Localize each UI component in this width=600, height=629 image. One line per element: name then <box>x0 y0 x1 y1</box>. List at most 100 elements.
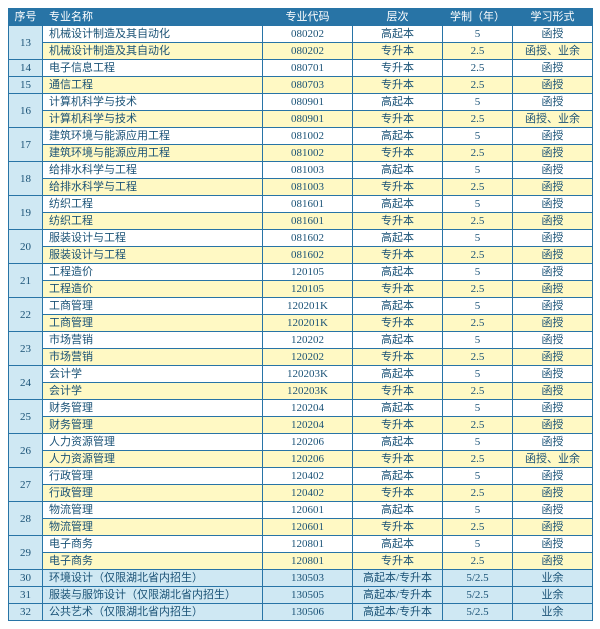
table-row: 19纺织工程081601高起本5函授 <box>9 196 593 213</box>
cell-index: 14 <box>9 60 43 77</box>
cell-index: 27 <box>9 468 43 502</box>
table-row: 14电子信息工程080701专升本2.5函授 <box>9 60 593 77</box>
cell-mode: 函授 <box>513 60 593 77</box>
cell-code: 120206 <box>263 434 353 451</box>
table-row: 31服装与服饰设计（仅限湖北省内招生）130505高起本/专升本5/2.5业余 <box>9 587 593 604</box>
cell-name: 财务管理 <box>43 400 263 417</box>
cell-level: 专升本 <box>353 451 443 468</box>
cell-level: 高起本 <box>353 400 443 417</box>
table-row: 计算机科学与技术080901专升本2.5函授、业余 <box>9 111 593 128</box>
cell-duration: 2.5 <box>443 43 513 60</box>
cell-code: 120202 <box>263 349 353 366</box>
cell-duration: 2.5 <box>443 145 513 162</box>
cell-duration: 2.5 <box>443 77 513 94</box>
cell-name: 工程造价 <box>43 281 263 298</box>
cell-duration: 5/2.5 <box>443 587 513 604</box>
cell-level: 专升本 <box>353 111 443 128</box>
table-row: 32公共艺术（仅限湖北省内招生）130506高起本/专升本5/2.5业余 <box>9 604 593 621</box>
table-row: 17建筑环境与能源应用工程081002高起本5函授 <box>9 128 593 145</box>
col-header-code: 专业代码 <box>263 9 353 26</box>
table-row: 建筑环境与能源应用工程081002专升本2.5函授 <box>9 145 593 162</box>
cell-level: 专升本 <box>353 349 443 366</box>
table-row: 25财务管理120204高起本5函授 <box>9 400 593 417</box>
cell-code: 120203K <box>263 383 353 400</box>
cell-code: 081601 <box>263 196 353 213</box>
cell-name: 会计学 <box>43 366 263 383</box>
cell-level: 高起本 <box>353 366 443 383</box>
cell-mode: 业余 <box>513 587 593 604</box>
cell-name: 物流管理 <box>43 519 263 536</box>
cell-index: 21 <box>9 264 43 298</box>
cell-level: 高起本 <box>353 94 443 111</box>
cell-mode: 函授 <box>513 400 593 417</box>
cell-mode: 函授 <box>513 230 593 247</box>
cell-level: 专升本 <box>353 281 443 298</box>
cell-mode: 函授 <box>513 417 593 434</box>
cell-name: 工商管理 <box>43 298 263 315</box>
cell-index: 24 <box>9 366 43 400</box>
cell-duration: 5 <box>443 264 513 281</box>
cell-duration: 5/2.5 <box>443 604 513 621</box>
cell-name: 电子商务 <box>43 536 263 553</box>
cell-duration: 5 <box>443 128 513 145</box>
col-header-name: 专业名称 <box>43 9 263 26</box>
cell-mode: 函授 <box>513 213 593 230</box>
table-row: 给排水科学与工程081003专升本2.5函授 <box>9 179 593 196</box>
cell-code: 120201K <box>263 315 353 332</box>
cell-name: 服装设计与工程 <box>43 247 263 264</box>
cell-duration: 2.5 <box>443 417 513 434</box>
cell-name: 人力资源管理 <box>43 434 263 451</box>
cell-mode: 函授 <box>513 264 593 281</box>
cell-code: 120601 <box>263 519 353 536</box>
cell-duration: 2.5 <box>443 553 513 570</box>
cell-code: 120105 <box>263 281 353 298</box>
cell-level: 高起本 <box>353 536 443 553</box>
cell-name: 财务管理 <box>43 417 263 434</box>
table-row: 物流管理120601专升本2.5函授 <box>9 519 593 536</box>
cell-name: 市场营销 <box>43 332 263 349</box>
table-row: 工商管理120201K专升本2.5函授 <box>9 315 593 332</box>
cell-mode: 函授 <box>513 281 593 298</box>
cell-mode: 函授 <box>513 77 593 94</box>
cell-name: 市场营销 <box>43 349 263 366</box>
table-row: 27行政管理120402高起本5函授 <box>9 468 593 485</box>
cell-mode: 函授 <box>513 196 593 213</box>
cell-duration: 5 <box>443 298 513 315</box>
cell-mode: 函授 <box>513 332 593 349</box>
cell-duration: 5 <box>443 536 513 553</box>
cell-code: 080703 <box>263 77 353 94</box>
col-header-mode: 学习形式 <box>513 9 593 26</box>
cell-mode: 函授、业余 <box>513 451 593 468</box>
cell-code: 081602 <box>263 230 353 247</box>
table-row: 26人力资源管理120206高起本5函授 <box>9 434 593 451</box>
table-row: 15通信工程080703专升本2.5函授 <box>9 77 593 94</box>
cell-level: 专升本 <box>353 553 443 570</box>
cell-name: 服装与服饰设计（仅限湖北省内招生） <box>43 587 263 604</box>
cell-name: 电子信息工程 <box>43 60 263 77</box>
cell-code: 120402 <box>263 485 353 502</box>
table-body: 13机械设计制造及其自动化080202高起本5函授机械设计制造及其自动化0802… <box>9 26 593 621</box>
table-row: 行政管理120402专升本2.5函授 <box>9 485 593 502</box>
cell-index: 29 <box>9 536 43 570</box>
cell-index: 25 <box>9 400 43 434</box>
cell-code: 081601 <box>263 213 353 230</box>
cell-duration: 5 <box>443 400 513 417</box>
cell-mode: 函授 <box>513 145 593 162</box>
cell-mode: 函授 <box>513 366 593 383</box>
cell-duration: 2.5 <box>443 349 513 366</box>
cell-mode: 函授 <box>513 315 593 332</box>
cell-index: 30 <box>9 570 43 587</box>
cell-code: 120204 <box>263 400 353 417</box>
cell-code: 120204 <box>263 417 353 434</box>
cell-index: 17 <box>9 128 43 162</box>
cell-mode: 函授 <box>513 468 593 485</box>
cell-duration: 5 <box>443 26 513 43</box>
cell-code: 081003 <box>263 162 353 179</box>
cell-index: 31 <box>9 587 43 604</box>
table-row: 16计算机科学与技术080901高起本5函授 <box>9 94 593 111</box>
table-row: 20服装设计与工程081602高起本5函授 <box>9 230 593 247</box>
cell-index: 22 <box>9 298 43 332</box>
table-row: 工程造价120105专升本2.5函授 <box>9 281 593 298</box>
cell-code: 081002 <box>263 128 353 145</box>
cell-index: 32 <box>9 604 43 621</box>
